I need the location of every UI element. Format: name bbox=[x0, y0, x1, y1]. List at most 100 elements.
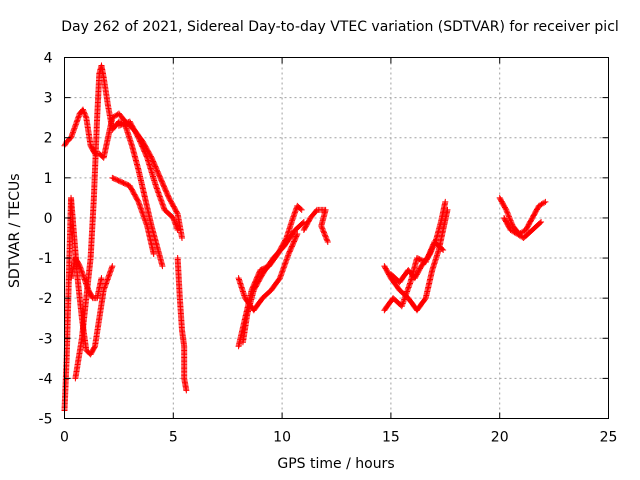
data-point-marker bbox=[162, 186, 169, 193]
data-point-marker bbox=[536, 219, 543, 226]
data-point-marker bbox=[287, 247, 294, 254]
data-point-marker bbox=[153, 167, 160, 174]
data-point-marker bbox=[505, 213, 512, 220]
y-tick-label: -5 bbox=[39, 412, 53, 428]
y-tick-label: 0 bbox=[44, 211, 53, 227]
data-point-marker bbox=[324, 239, 331, 246]
y-tick-label: 3 bbox=[44, 91, 53, 107]
data-point-marker bbox=[143, 152, 150, 159]
data-point-marker bbox=[143, 153, 150, 160]
data-point-marker bbox=[135, 134, 142, 141]
data-point-marker bbox=[173, 209, 180, 216]
data-point-marker bbox=[174, 226, 181, 233]
data-point-marker bbox=[161, 183, 168, 190]
data-point-marker bbox=[286, 249, 293, 256]
data-point-marker bbox=[318, 222, 325, 229]
data-point-marker bbox=[79, 106, 86, 113]
y-tick-label: -2 bbox=[39, 291, 53, 307]
data-point-marker bbox=[286, 248, 293, 255]
x-tick-label: 20 bbox=[491, 430, 509, 446]
data-point-marker bbox=[183, 387, 190, 394]
data-point-marker bbox=[139, 143, 146, 150]
data-point-marker bbox=[427, 249, 434, 256]
data-point-marker bbox=[291, 238, 298, 245]
data-point-marker bbox=[320, 228, 327, 235]
data-point-marker bbox=[322, 233, 329, 240]
data-point-marker bbox=[152, 164, 159, 171]
data-point-marker bbox=[119, 121, 126, 128]
y-tick-label: -4 bbox=[39, 371, 53, 387]
data-point-marker bbox=[136, 135, 143, 142]
data-point-marker bbox=[155, 169, 162, 176]
data-point-marker bbox=[154, 168, 161, 175]
data-point-marker bbox=[299, 219, 306, 226]
data-point-marker bbox=[288, 244, 295, 251]
data-point-marker bbox=[134, 197, 141, 204]
data-point-marker bbox=[117, 122, 124, 129]
data-point-marker bbox=[293, 233, 300, 240]
data-point-marker bbox=[428, 247, 435, 254]
data-point-marker bbox=[320, 229, 327, 236]
data-point-marker bbox=[81, 109, 88, 116]
data-point-marker bbox=[289, 242, 296, 249]
data-point-marker bbox=[163, 189, 170, 196]
data-point-marker bbox=[321, 230, 328, 237]
plot-frame bbox=[64, 57, 609, 419]
data-point-marker bbox=[433, 236, 440, 243]
data-point-marker bbox=[137, 138, 144, 145]
grid-layer bbox=[64, 57, 609, 419]
data-point-marker bbox=[164, 192, 171, 199]
data-point-marker bbox=[158, 178, 165, 185]
y-tick-label: 1 bbox=[44, 171, 53, 187]
data-point-marker bbox=[179, 235, 186, 241]
tick-layer: 0 5 10 15 20 25 -5 -4 -3 -2 -1 0 1 2 3 4 bbox=[39, 51, 618, 446]
data-point-marker bbox=[138, 140, 145, 147]
y-tick-label: -3 bbox=[39, 331, 53, 347]
y-tick-label: 4 bbox=[44, 51, 53, 67]
data-point-marker bbox=[136, 137, 143, 144]
data-point-marker bbox=[288, 243, 295, 250]
data-point-marker bbox=[541, 199, 548, 206]
data-point-marker bbox=[142, 149, 149, 156]
data-point-marker bbox=[431, 240, 438, 247]
data-point-marker bbox=[289, 241, 296, 248]
data-point-marker bbox=[109, 263, 116, 270]
data-point-marker bbox=[292, 236, 299, 243]
chart-title: Day 262 of 2021, Sidereal Day-to-day VTE… bbox=[61, 19, 619, 35]
data-point-marker bbox=[290, 239, 297, 246]
data-point-marker bbox=[159, 181, 166, 188]
data-point-marker bbox=[285, 251, 292, 258]
data-point-marker bbox=[506, 214, 513, 221]
data-point-marker bbox=[442, 198, 449, 205]
data-point-marker bbox=[160, 182, 167, 189]
data-point-marker bbox=[82, 111, 89, 118]
data-point-marker bbox=[137, 139, 144, 146]
data-point-marker bbox=[142, 151, 149, 158]
data-point-marker bbox=[81, 110, 88, 117]
data-point-marker bbox=[91, 344, 98, 351]
data-point-marker bbox=[427, 251, 434, 258]
data-point-marker bbox=[159, 179, 166, 186]
data-point-marker bbox=[502, 205, 509, 212]
data-point-marker bbox=[319, 226, 326, 233]
data-point-marker bbox=[82, 113, 89, 120]
data-point-marker bbox=[159, 263, 166, 270]
data-point-marker bbox=[157, 176, 164, 183]
data-point-marker bbox=[430, 241, 437, 248]
data-point-marker bbox=[323, 236, 330, 243]
data-point-marker bbox=[429, 245, 436, 252]
data-point-marker bbox=[118, 121, 125, 128]
data-point-marker bbox=[291, 237, 298, 244]
data-point-marker bbox=[62, 141, 69, 148]
x-axis-label: GPS time / hours bbox=[277, 456, 395, 472]
data-point-marker bbox=[503, 206, 510, 213]
data-point-marker bbox=[121, 120, 128, 127]
data-point-marker bbox=[156, 172, 163, 179]
data-point-marker bbox=[141, 148, 148, 155]
y-tick-label: -1 bbox=[39, 251, 53, 267]
data-point-marker bbox=[287, 246, 294, 253]
data-point-marker bbox=[161, 184, 168, 191]
data-point-marker bbox=[324, 237, 331, 244]
data-point-marker bbox=[163, 188, 170, 195]
